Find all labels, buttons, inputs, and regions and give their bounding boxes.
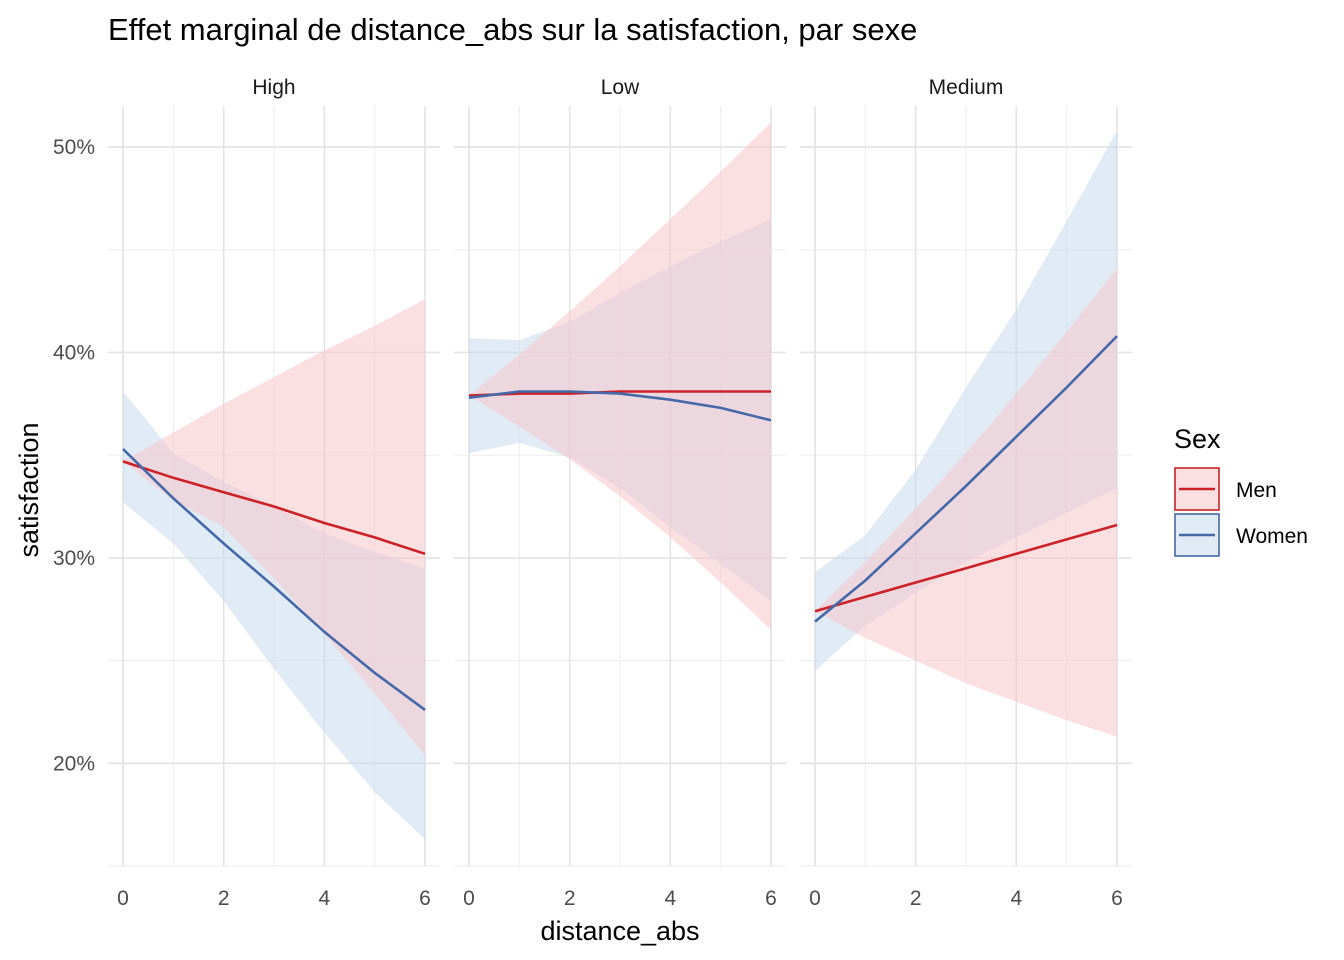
- x-tick-label: 2: [564, 887, 576, 910]
- y-tick-label: 20%: [53, 752, 95, 775]
- ci-ribbon-men: [469, 122, 771, 630]
- legend: Sex Men Women: [1174, 424, 1308, 557]
- legend-label: Men: [1236, 479, 1277, 502]
- x-tick-label: 0: [463, 887, 475, 910]
- legend-label: Women: [1236, 525, 1308, 548]
- y-tick-label: 50%: [53, 136, 95, 159]
- ci-ribbon-men: [123, 299, 425, 756]
- facet-panel-high: High 0 2 4 6: [108, 76, 440, 910]
- x-tick-label: 0: [117, 887, 129, 910]
- x-tick-label: 6: [1111, 887, 1123, 910]
- facet-label: High: [252, 76, 295, 99]
- facet-panel-low: Low 0 2 4 6: [454, 76, 786, 910]
- facet-label: Medium: [929, 76, 1004, 99]
- y-tick-label: 30%: [53, 547, 95, 570]
- series-line-men: [468, 390, 771, 397]
- x-tick-label: 4: [318, 887, 330, 910]
- x-tick-label: 4: [1010, 887, 1022, 910]
- series-line-men: [122, 460, 426, 556]
- series-line-men: [814, 523, 1118, 613]
- x-tick-label: 2: [910, 887, 922, 910]
- x-axis-title: distance_abs: [540, 916, 699, 946]
- legend-item-men: Men: [1174, 467, 1277, 511]
- legend-title: Sex: [1174, 424, 1221, 454]
- series-line-women: [814, 335, 1118, 623]
- y-axis-title: satisfaction: [14, 422, 44, 557]
- x-tick-label: 0: [809, 887, 821, 910]
- series-line-women: [122, 448, 426, 711]
- y-tick-label: 40%: [53, 341, 95, 364]
- x-tick-label: 6: [765, 887, 777, 910]
- chart-title: Effet marginal de distance_abs sur la sa…: [108, 12, 917, 47]
- series-line-women: [468, 390, 772, 422]
- facet-panel-medium: Medium 0 2 4 6: [800, 76, 1132, 910]
- x-tick-label: 4: [664, 887, 676, 910]
- x-tick-label: 2: [218, 887, 230, 910]
- ci-ribbon-men: [815, 268, 1117, 737]
- facet-label: Low: [601, 76, 640, 99]
- x-tick-label: 6: [419, 887, 431, 910]
- facet-panels: High 0 2 4 6 Low 0 2 4 6 Medium 0 2 4 6 20% 30% 40% 50%: [53, 76, 1132, 910]
- legend-item-women: Women: [1174, 513, 1308, 557]
